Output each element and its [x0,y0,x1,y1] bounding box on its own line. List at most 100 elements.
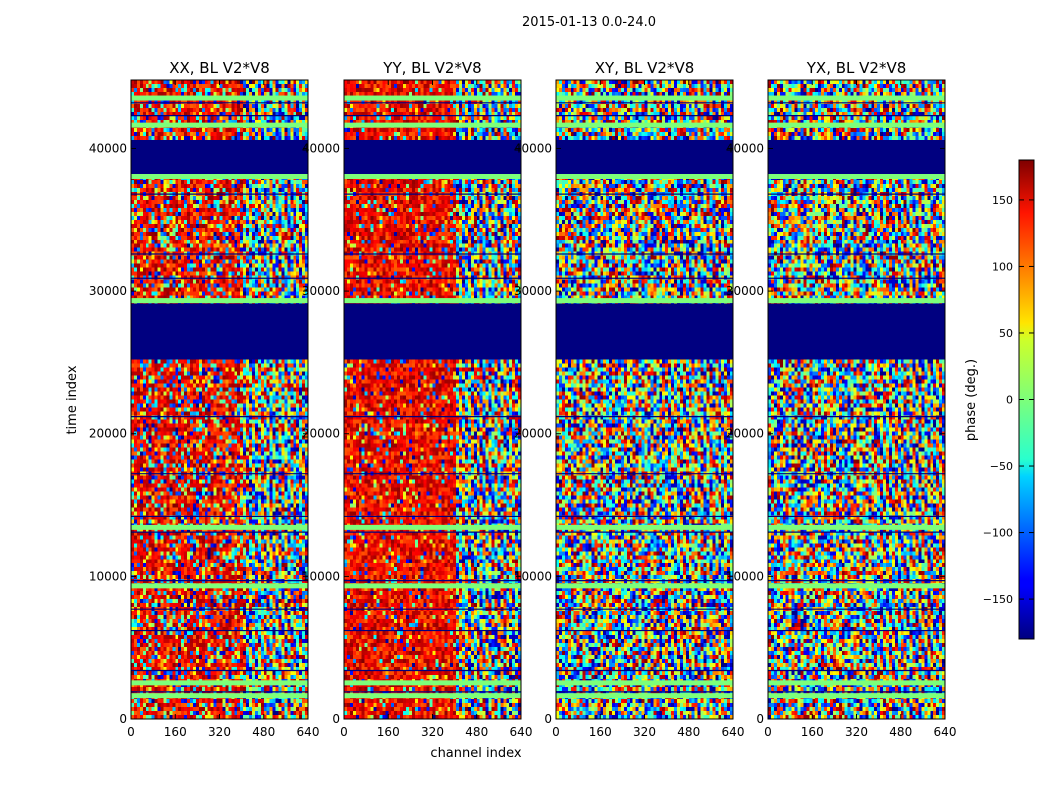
panels-group: XX, BL V2*V8 0 160 320 480 640 0 10000 20000 3000… [89,59,957,739]
green-band [344,298,521,304]
x-tick-label: 160 [801,725,824,739]
y-tick-label: 0 [544,712,552,726]
y-tick-label: 30000 [726,284,764,298]
panel-title: YY, BL V2*V8 [382,59,481,77]
x-tick-label: 160 [377,725,400,739]
green-band [556,583,733,589]
colorbar-tick-label: −50 [990,460,1013,473]
green-band [131,680,308,686]
green-band [131,524,308,530]
green-band [344,680,521,686]
panel-xy: XY, BL V2*V8 0 160 320 480 640 0 10000 20000 3000… [514,59,745,739]
x-tick-label: 640 [934,725,957,739]
green-band [131,583,308,589]
colorbar-tick-label: 0 [1006,394,1013,407]
colorbar-tick-label: 100 [992,260,1013,273]
x-tick-label: 0 [764,725,772,739]
colorbar-label: phase (deg.) [964,359,979,441]
x-tick-label: 480 [889,725,912,739]
green-band [344,524,521,530]
green-band [131,298,308,304]
green-band [768,95,945,101]
green-band [556,95,733,101]
colorbar-tick-label: 150 [992,194,1013,207]
green-band [344,122,521,128]
y-tick-label: 20000 [726,427,764,441]
y-tick-label: 30000 [514,284,552,298]
x-tick-label: 0 [552,725,560,739]
x-tick-label: 480 [677,725,700,739]
green-band [131,173,308,179]
panel-xx: XX, BL V2*V8 0 160 320 480 640 0 10000 20000 3000… [89,59,320,739]
x-tick-label: 320 [208,725,231,739]
panel-xx-heatmap [131,80,308,719]
x-tick-label: 320 [845,725,868,739]
colorbar: −150 −100 −50 0 50 100 150 phase (deg.) [964,159,1035,640]
figure-title: 2015-01-13 0.0-24.0 [522,15,656,30]
panel-title: XX, BL V2*V8 [169,59,270,77]
y-tick-label: 20000 [302,427,340,441]
green-band [768,693,945,699]
y-tick-label: 0 [332,712,340,726]
panel-heatmap-image [768,80,945,719]
panel-yy: YY, BL V2*V8 0 160 320 480 640 0 10000 20000 3000… [302,59,533,739]
x-tick-label: 160 [164,725,187,739]
y-tick-label: 20000 [89,427,127,441]
x-tick-label: 160 [589,725,612,739]
green-band [344,95,521,101]
green-band [768,583,945,589]
green-band [344,173,521,179]
y-tick-label: 10000 [726,569,764,583]
y-tick-label: 20000 [514,427,552,441]
green-band [131,693,308,699]
green-band [344,583,521,589]
green-band [131,122,308,128]
y-tick-label: 30000 [302,284,340,298]
green-band [556,122,733,128]
colorbar-tick-label: 50 [999,327,1013,340]
y-tick-label: 0 [756,712,764,726]
x-tick-label: 480 [465,725,488,739]
x-tick-label: 640 [510,725,533,739]
colorbar-ticks: −150 −100 −50 0 50 100 150 [983,194,1034,606]
green-band [768,298,945,304]
panel-title: YX, BL V2*V8 [806,59,907,77]
x-tick-label: 480 [252,725,275,739]
y-tick-label: 40000 [726,141,764,155]
colorbar-tick-label: −150 [983,593,1013,606]
y-tick-label: 10000 [514,569,552,583]
x-tick-label: 0 [340,725,348,739]
panel-yx: YX, BL V2*V8 0 160 320 480 640 0 10000 20000 3000… [726,59,957,739]
y-tick-label: 10000 [89,569,127,583]
y-tick-label: 0 [119,712,127,726]
panel-xy-heatmap [556,80,733,719]
y-axis-label: time index [65,365,80,434]
green-band [344,693,521,699]
panel-heatmap-image [131,80,308,719]
y-tick-label: 10000 [302,569,340,583]
x-tick-label: 320 [633,725,656,739]
green-band [556,298,733,304]
x-tick-label: 640 [297,725,320,739]
panel-yx-heatmap [768,80,945,719]
x-axis-label: channel index [430,746,521,761]
green-band [768,122,945,128]
panel-yy-heatmap [344,80,521,719]
panel-heatmap-image [556,80,733,719]
green-band [768,680,945,686]
x-tick-label: 640 [722,725,745,739]
green-band [131,95,308,101]
x-tick-label: 0 [127,725,135,739]
green-band [556,680,733,686]
y-tick-label: 40000 [302,141,340,155]
panel-heatmap-image [344,80,521,719]
green-band [768,173,945,179]
green-band [556,524,733,530]
panel-title: XY, BL V2*V8 [595,59,695,77]
green-band [768,524,945,530]
y-tick-label: 30000 [89,284,127,298]
y-tick-label: 40000 [514,141,552,155]
x-tick-label: 320 [421,725,444,739]
colorbar-tick-label: −100 [983,527,1013,540]
green-band [556,693,733,699]
